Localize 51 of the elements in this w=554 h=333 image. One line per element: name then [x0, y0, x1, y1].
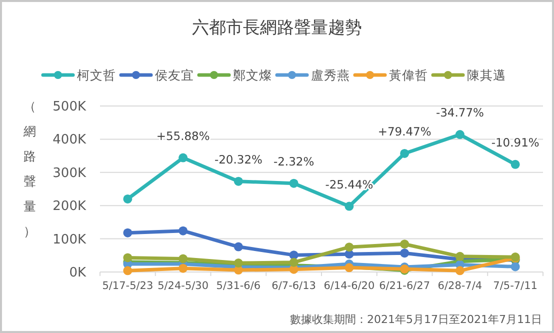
point — [123, 228, 132, 238]
x-tick-label: 7/5-7/11 — [493, 280, 538, 292]
x-tick-label: 6/21-6/27 — [379, 280, 430, 292]
point — [123, 253, 132, 262]
legend-label: 黃偉哲 — [389, 68, 428, 82]
annotation: -10.91% — [491, 135, 540, 150]
annotation: +79.47% — [378, 124, 432, 138]
point — [455, 130, 464, 140]
text: 數據收集期間：2021年5月17日至2021年7月11日 — [290, 313, 542, 326]
x-tick-label: 6/7-6/13 — [272, 280, 316, 292]
point — [178, 226, 188, 236]
y-tick-label: 100K — [52, 232, 86, 248]
point — [289, 178, 298, 188]
y-tick-label: 500K — [52, 100, 86, 114]
point — [455, 252, 464, 261]
y-tick-label: 300K — [52, 166, 86, 181]
annotation: -2.32% — [273, 154, 314, 168]
legend-label: 盧秀燕 — [311, 68, 350, 82]
point — [178, 254, 188, 264]
point — [344, 202, 354, 211]
x-tick-label: 6/28-7/4 — [438, 280, 482, 292]
x-tick-label: 6/14-6/20 — [324, 280, 375, 292]
point — [400, 248, 410, 258]
legend-label: 柯文哲 — [77, 68, 116, 82]
x-tick-label: 5/24-5/30 — [158, 280, 209, 292]
y-tick-label: 200K — [52, 199, 86, 214]
y-tick-label: 400K — [52, 132, 86, 148]
point — [400, 240, 410, 249]
point — [289, 258, 298, 267]
point — [234, 242, 243, 252]
legend-label: 陳其邁 — [467, 68, 506, 82]
point — [178, 153, 188, 162]
legend-label: 侯友宜 — [155, 68, 194, 82]
point — [344, 242, 354, 252]
point — [455, 266, 464, 276]
point — [123, 266, 132, 276]
annotation: +55.88% — [156, 128, 210, 143]
point — [510, 262, 520, 272]
y-tick-label: 0K — [69, 266, 86, 280]
y-axis-title: （網路聲量） — [22, 98, 36, 238]
legend-label: 鄭文燦 — [233, 68, 272, 82]
annotation: -34.77% — [436, 106, 484, 120]
chart-title: 六都市長網路聲量趨勢 — [192, 18, 362, 38]
point — [234, 176, 243, 186]
x-tick-label: 5/17-5/23 — [102, 280, 154, 292]
point — [178, 264, 188, 273]
point — [123, 194, 132, 204]
point — [400, 148, 410, 158]
x-tick-label: 5/31-6/6 — [216, 280, 261, 292]
point — [510, 160, 520, 169]
annotation: -20.32% — [214, 152, 263, 166]
